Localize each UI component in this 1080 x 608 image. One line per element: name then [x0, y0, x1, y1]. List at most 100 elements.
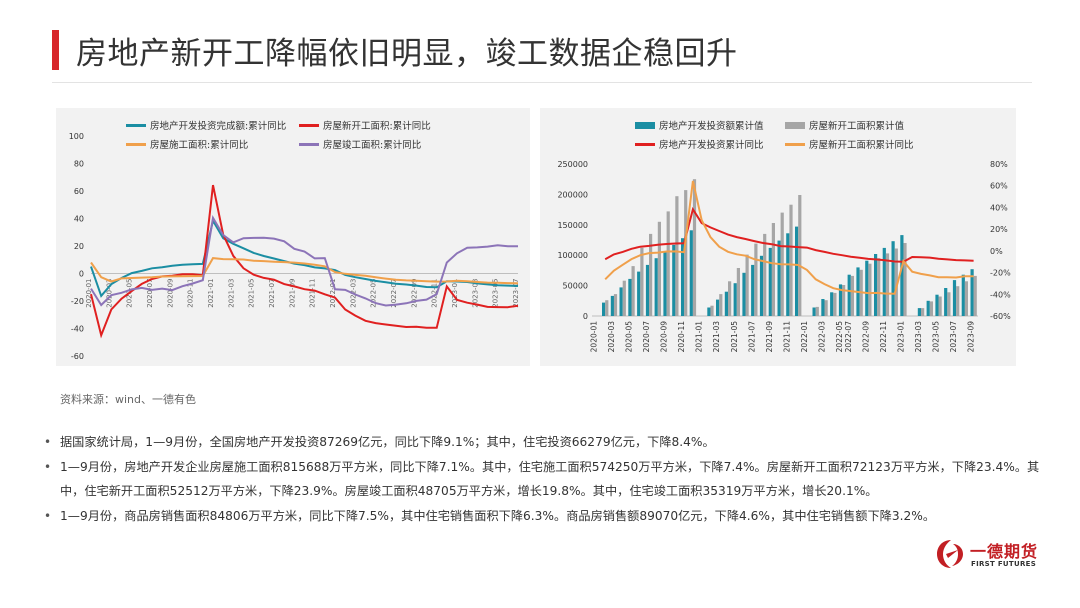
bar	[850, 275, 854, 316]
bar	[882, 247, 886, 316]
bar	[830, 292, 834, 316]
y-tick-label: -40	[71, 325, 84, 334]
y-tick-label: 80	[74, 160, 84, 169]
bar	[751, 264, 755, 316]
bar	[877, 258, 881, 316]
bar	[645, 264, 650, 316]
bar	[675, 196, 679, 316]
bar	[956, 286, 960, 316]
bar	[903, 243, 907, 316]
x-tick-label: 2020-09	[166, 279, 174, 308]
bar	[838, 284, 843, 316]
x-tick-label: 2022-01	[329, 279, 337, 308]
logo-mark-icon	[937, 540, 963, 568]
x-tick-label: 2021-07	[268, 279, 276, 308]
legend-swatch	[299, 142, 319, 146]
y-tick-label: 0	[79, 270, 84, 279]
x-tick-label: 2022-01	[800, 321, 809, 353]
x-tick-label: 2022-09	[410, 279, 418, 308]
bar	[745, 254, 749, 316]
x-tick-label: 2021-05	[730, 321, 739, 353]
bar	[952, 280, 957, 316]
bullet-item: • 据国家统计局，1—9月份，全国房地产开发投资87269亿元，同比下降9.1%；…	[42, 430, 1052, 455]
x-tick-label: 2021-05	[248, 279, 256, 308]
bar	[789, 204, 793, 316]
bullet-item: • 1—9月份，房地产开发企业房屋施工面积815688万平方米，同比下降7.1%。…	[42, 455, 1052, 504]
y-tick-label: 50000	[563, 282, 588, 291]
y-tick-label: 20	[74, 242, 84, 251]
y-tick-label: 100000	[557, 251, 588, 260]
x-tick-label: 2020-07	[146, 279, 154, 308]
legend-label: 房地产开发投资额累计值	[659, 121, 764, 132]
bullet-list: • 据国家统计局，1—9月份，全国房地产开发投资87269亿元，同比下降9.1%；…	[42, 430, 1052, 528]
x-tick-label: 2020-03	[607, 321, 616, 353]
y2-tick-label: -60%	[990, 312, 1011, 321]
x-tick-label: 2020-09	[660, 321, 669, 353]
bar	[935, 294, 939, 316]
bar	[842, 285, 846, 316]
y-tick-label: 200000	[557, 190, 588, 199]
title-accent-bar	[52, 30, 59, 70]
bar	[736, 268, 740, 316]
bullet-text: 1—9月份，商品房销售面积84806万平方米，同比下降7.5%，其中住宅销售面积…	[60, 508, 936, 523]
bullet-dot: •	[44, 508, 52, 523]
legend-item: 房地产开发投资额累计值	[635, 118, 764, 132]
series-line	[604, 180, 974, 295]
page-title: 房地产新开工降幅依旧明显，竣工数据企稳回升	[76, 36, 738, 72]
right-bar-line-chart: 250000 200000 150000 100000 50000 0 80% 60% 40% 2…	[557, 160, 1011, 353]
bar	[777, 240, 781, 316]
x-tick-label: 2023-09	[967, 321, 976, 353]
bar	[763, 233, 767, 316]
legend-label: 房地产开发投资完成额:累计同比	[150, 121, 287, 132]
x-tick-label: 2022-09	[861, 321, 870, 353]
y-tick-label: 150000	[557, 221, 588, 230]
bar	[798, 195, 802, 316]
bar	[681, 238, 685, 316]
left-chart-panel: 100 80 60 40 20 0 -20 -40 -60 2020-01 2020-03 2020-…	[56, 108, 530, 366]
y-tick-label: -60	[71, 352, 84, 361]
legend-label: 房屋新开工面积:累计同比	[323, 121, 431, 132]
logo-name-cn: 一德期货	[970, 542, 1039, 561]
bar	[640, 247, 644, 316]
bar	[865, 260, 869, 316]
x-tick-label: 2020-11	[187, 279, 195, 308]
bar	[613, 294, 618, 316]
bar	[874, 254, 878, 316]
legend-label: 房屋竣工面积:累计同比	[323, 140, 422, 151]
legend-swatch	[785, 121, 805, 129]
bar	[649, 233, 653, 316]
bar	[821, 299, 825, 316]
title-divider	[52, 82, 1032, 83]
x-tick-label: 2023-03	[471, 279, 479, 308]
x-tick-label: 2022-11	[879, 321, 888, 353]
legend-label: 房地产开发投资累计同比	[659, 140, 764, 151]
bar	[868, 263, 872, 316]
right-chart-panel: 250000 200000 150000 100000 50000 0 80% 60% 40% 2…	[540, 108, 1016, 366]
bar	[628, 278, 632, 316]
legend-swatch	[785, 142, 805, 146]
legend-label: 房屋新开工面积累计同比	[809, 140, 914, 151]
bar	[885, 253, 890, 316]
legend-swatch	[126, 123, 146, 127]
legend-swatch	[299, 123, 319, 127]
series-line	[90, 184, 519, 339]
bar	[947, 292, 951, 316]
bar	[926, 300, 930, 316]
bar	[742, 272, 746, 316]
x-tick-label: 2021-03	[712, 321, 721, 353]
bar	[973, 275, 977, 316]
y2-tick-label: -20%	[990, 269, 1011, 278]
y2-tick-label: 60%	[990, 182, 1008, 191]
x-tick-label: 2020-01	[85, 279, 93, 308]
y2-tick-label: 40%	[990, 203, 1008, 212]
bar	[917, 308, 921, 316]
x-tick-label: 2023-07	[512, 279, 520, 308]
legend-item: 房地产开发投资累计同比	[635, 137, 764, 151]
left-line-chart: 100 80 60 40 20 0 -20 -40 -60 2020-01 2020-03 2020-…	[69, 132, 520, 361]
x-tick-label: 2022-05	[370, 279, 378, 308]
bar	[728, 281, 732, 316]
x-tick-label: 2021-09	[765, 321, 774, 353]
x-tick-label: 2023-05	[932, 321, 941, 353]
bar	[710, 305, 714, 316]
bar	[786, 233, 790, 316]
